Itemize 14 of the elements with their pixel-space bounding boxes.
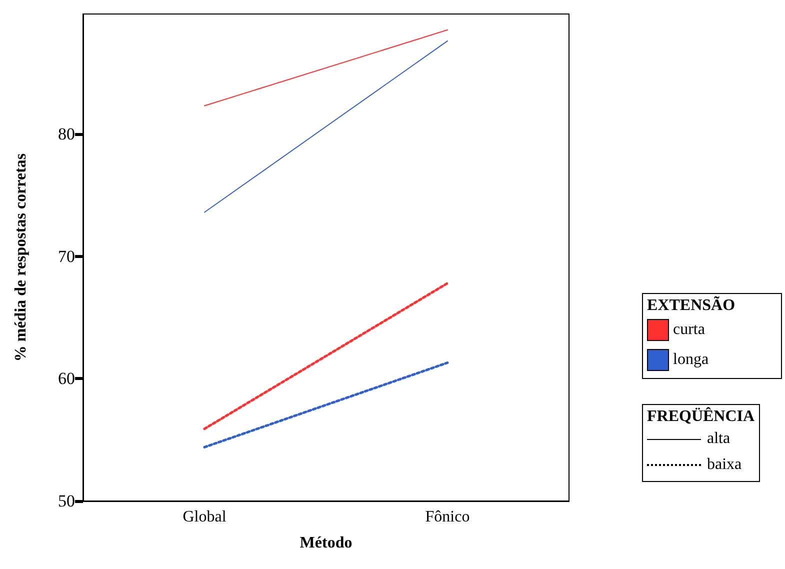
y-tick-label: 60 (58, 369, 75, 388)
y-tick-label: 80 (58, 124, 75, 144)
text: baixa (707, 456, 742, 474)
text: alta (707, 430, 730, 448)
y-tick-label: 70 (58, 246, 75, 266)
x-tick-label: Global (182, 508, 227, 526)
text: EXTENSÃO (647, 297, 736, 315)
text: curta (673, 321, 705, 339)
x-tick-label: Fônico (425, 508, 470, 526)
y-axis-title: % média de respostas corretas (12, 153, 30, 362)
y-tick-label: 50 (58, 492, 75, 510)
x-axis-title: Método (300, 534, 352, 552)
text: longa (673, 351, 709, 369)
text: FREQÜÊNCIA (647, 408, 755, 426)
